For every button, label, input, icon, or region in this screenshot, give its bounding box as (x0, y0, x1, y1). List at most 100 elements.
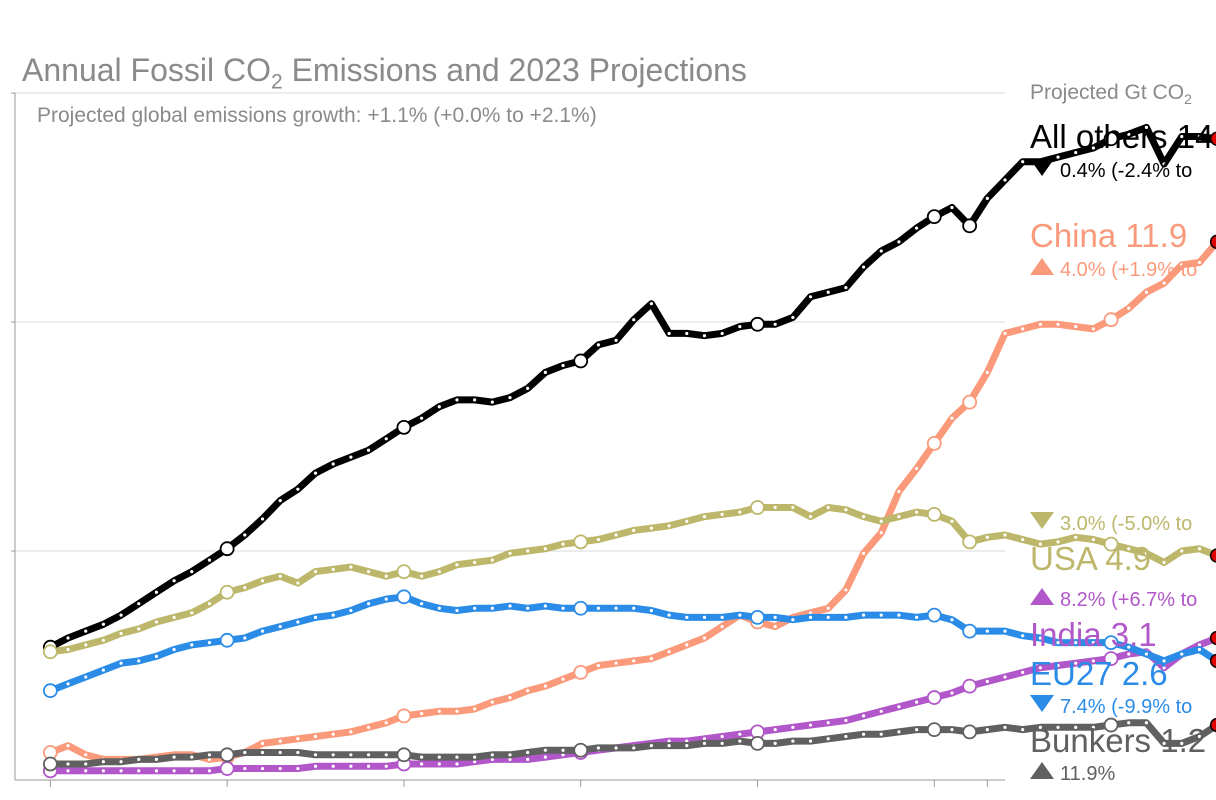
data-point (844, 734, 848, 739)
data-point (773, 741, 777, 745)
data-point (1021, 728, 1025, 732)
data-point (667, 744, 671, 748)
data-point (667, 650, 671, 654)
data-point (1197, 643, 1202, 647)
data-point (844, 615, 848, 620)
data-point (1074, 725, 1078, 729)
decade-marker (750, 500, 765, 515)
decade-marker (926, 435, 942, 451)
data-point (1021, 634, 1025, 638)
data-point (1144, 290, 1149, 294)
decade-marker (962, 394, 978, 410)
data-point (172, 769, 176, 773)
data-point (543, 748, 547, 752)
data-point (720, 734, 724, 739)
data-point (596, 537, 600, 542)
decade-marker (750, 735, 765, 751)
data-point (1003, 725, 1007, 729)
data-point (1021, 160, 1025, 164)
data-point (1038, 542, 1042, 546)
decade-marker (573, 664, 589, 680)
data-point (207, 769, 212, 773)
data-point (313, 764, 318, 768)
series-label-all-others: All others 14 0.4% (-2.4% to (1030, 118, 1214, 182)
data-point (879, 613, 883, 617)
data-point (808, 723, 813, 727)
data-point (985, 196, 989, 200)
data-point (190, 769, 194, 773)
data-point (1162, 560, 1166, 565)
axis-layer (11, 92, 1005, 787)
series-label-bunkers: Bunkers 1.2 11.9% (1030, 722, 1207, 785)
data-point (1091, 537, 1095, 542)
series-label-china: China 11.9 4.0% (+1.9% to (1030, 217, 1198, 281)
data-point (154, 769, 159, 773)
data-point (260, 517, 265, 521)
decade-marker (396, 708, 412, 724)
data-point (985, 629, 989, 633)
data-point (985, 370, 989, 374)
data-point (861, 265, 866, 269)
data-point (243, 636, 247, 640)
data-point (985, 728, 989, 732)
data-point (384, 437, 388, 441)
data-point (420, 602, 424, 606)
decade-marker (219, 747, 235, 763)
data-point (808, 615, 813, 620)
data-point (1197, 734, 1202, 739)
data-point (1180, 263, 1184, 267)
data-point (455, 608, 459, 613)
series-layer (42, 123, 1216, 779)
data-point (137, 602, 141, 606)
data-point (508, 604, 512, 608)
data-point (278, 499, 282, 503)
data-point (649, 526, 654, 530)
decade-marker (396, 564, 412, 580)
data-point (490, 558, 494, 562)
data-point (1074, 535, 1078, 539)
data-point (1003, 331, 1007, 336)
decade-marker (573, 742, 589, 758)
data-point (543, 684, 547, 688)
data-point (1038, 636, 1042, 640)
data-point (1074, 150, 1078, 155)
up-triangle-icon (1030, 588, 1054, 605)
projection-marker-eu27 (1209, 653, 1216, 669)
data-point (596, 746, 600, 750)
series-label-usa: 3.0% (-5.0% to USA 4.9 (1030, 512, 1193, 577)
data-point (473, 760, 477, 764)
data-point (260, 741, 265, 745)
data-point (331, 567, 335, 571)
data-point (420, 574, 424, 578)
data-point (879, 519, 883, 523)
data-point (667, 524, 671, 528)
projection-unit-label: Projected Gt CO2 (1030, 81, 1192, 108)
data-point (561, 606, 565, 610)
data-point (1127, 306, 1131, 310)
data-point (950, 416, 954, 420)
data-point (1162, 659, 1166, 663)
data-point (897, 515, 901, 519)
data-point (296, 620, 300, 624)
data-point (685, 519, 689, 523)
projection-marker-india (1209, 630, 1216, 646)
data-point (915, 226, 919, 230)
data-point (455, 398, 459, 402)
data-point (561, 542, 565, 546)
data-point (897, 613, 901, 617)
data-point (702, 515, 707, 519)
data-point (260, 750, 265, 755)
up-triangle-icon (1030, 762, 1054, 779)
data-point (738, 739, 742, 743)
data-point (1197, 260, 1202, 265)
data-point (649, 744, 654, 748)
data-point (331, 613, 335, 617)
data-point (826, 505, 830, 510)
data-point (844, 588, 848, 592)
data-point (66, 636, 70, 640)
data-point (260, 766, 265, 771)
data-point (313, 753, 318, 757)
data-point (473, 398, 477, 402)
data-point (1127, 721, 1131, 725)
data-point (119, 631, 123, 636)
